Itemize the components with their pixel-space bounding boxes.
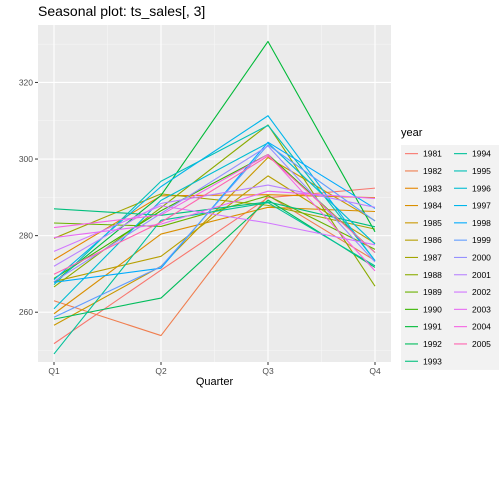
x-axis-title: Quarter — [196, 376, 234, 388]
y-tick-label: 260 — [19, 307, 33, 317]
legend-label-2005: 2005 — [472, 339, 491, 349]
series-line-2003 — [53, 190, 376, 239]
legend-label-1990: 1990 — [423, 304, 442, 314]
series-line-1986 — [53, 175, 376, 283]
x-tick-label: Q3 — [262, 366, 274, 376]
axis-ticks: 260 280 300 320 Q1 Q2 Q3 Q4 — [19, 77, 381, 376]
legend-label-1981: 1981 — [423, 149, 442, 159]
y-tick-label: 320 — [19, 77, 33, 87]
legend-label-1994: 1994 — [472, 149, 491, 159]
series-line-1982 — [53, 194, 376, 337]
legend-label-1999: 1999 — [472, 235, 491, 245]
legend-label-1991: 1991 — [423, 322, 442, 332]
chart-title: Seasonal plot: ts_sales[, 3] — [38, 3, 205, 19]
y-tick-label: 300 — [19, 154, 33, 164]
legend-label-2000: 2000 — [472, 252, 491, 262]
series-line-2004 — [53, 153, 376, 272]
legend: year 1981 1982 1983 1984 1985 1986 1987 1988 198… — [401, 127, 499, 370]
series-line-2001 — [53, 184, 376, 267]
legend-label-1987: 1987 — [423, 252, 442, 262]
x-tick-label: Q2 — [155, 366, 167, 376]
series-line-2005 — [53, 155, 376, 275]
series-line-1996 — [53, 142, 376, 310]
series-line-1997 — [53, 115, 376, 281]
legend-label-1983: 1983 — [423, 183, 442, 193]
legend-label-2002: 2002 — [472, 287, 491, 297]
y-tick-label: 280 — [19, 231, 33, 241]
legend-label-2003: 2003 — [472, 304, 491, 314]
legend-label-1996: 1996 — [472, 183, 491, 193]
series-line-2002 — [53, 205, 376, 252]
legend-label-1997: 1997 — [472, 201, 491, 211]
x-tick-label: Q1 — [48, 366, 60, 376]
legend-label-1982: 1982 — [423, 166, 442, 176]
legend-title: year — [401, 127, 423, 139]
legend-label-1992: 1992 — [423, 339, 442, 349]
series-line-1999 — [53, 144, 376, 318]
legend-label-1993: 1993 — [423, 356, 442, 366]
series-line-1993 — [53, 201, 376, 228]
series-line-1991 — [53, 40, 376, 283]
legend-label-2001: 2001 — [472, 270, 491, 280]
x-tick-label: Q4 — [369, 366, 381, 376]
legend-label-1984: 1984 — [423, 201, 442, 211]
legend-label-1998: 1998 — [472, 218, 491, 228]
series-lines — [53, 40, 376, 355]
legend-label-1989: 1989 — [423, 287, 442, 297]
legend-label-1986: 1986 — [423, 235, 442, 245]
legend-label-2004: 2004 — [472, 322, 491, 332]
legend-label-1988: 1988 — [423, 270, 442, 280]
series-line-1987 — [53, 193, 376, 239]
legend-label-1985: 1985 — [423, 218, 442, 228]
legend-label-1995: 1995 — [472, 166, 491, 176]
